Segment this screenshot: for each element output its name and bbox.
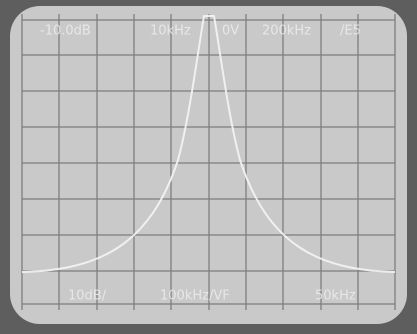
readout: 100kHz/VF (160, 289, 230, 304)
readout: 10dB/ (68, 289, 107, 304)
readout: 10kHz (150, 24, 191, 39)
readout: -10.0dB (40, 24, 91, 39)
readout: 50kHz (315, 289, 356, 304)
scope-photo: -10.0dB 10kHz 0V 200kHz /E5 10dB/ 100kHz… (0, 0, 417, 334)
readout: /E5 (340, 24, 361, 39)
readout: 200kHz (262, 24, 311, 39)
readout: 0V (222, 24, 239, 39)
page: -10.0dB 10kHz 0V 200kHz /E5 10dB/ 100kHz… (0, 0, 417, 334)
